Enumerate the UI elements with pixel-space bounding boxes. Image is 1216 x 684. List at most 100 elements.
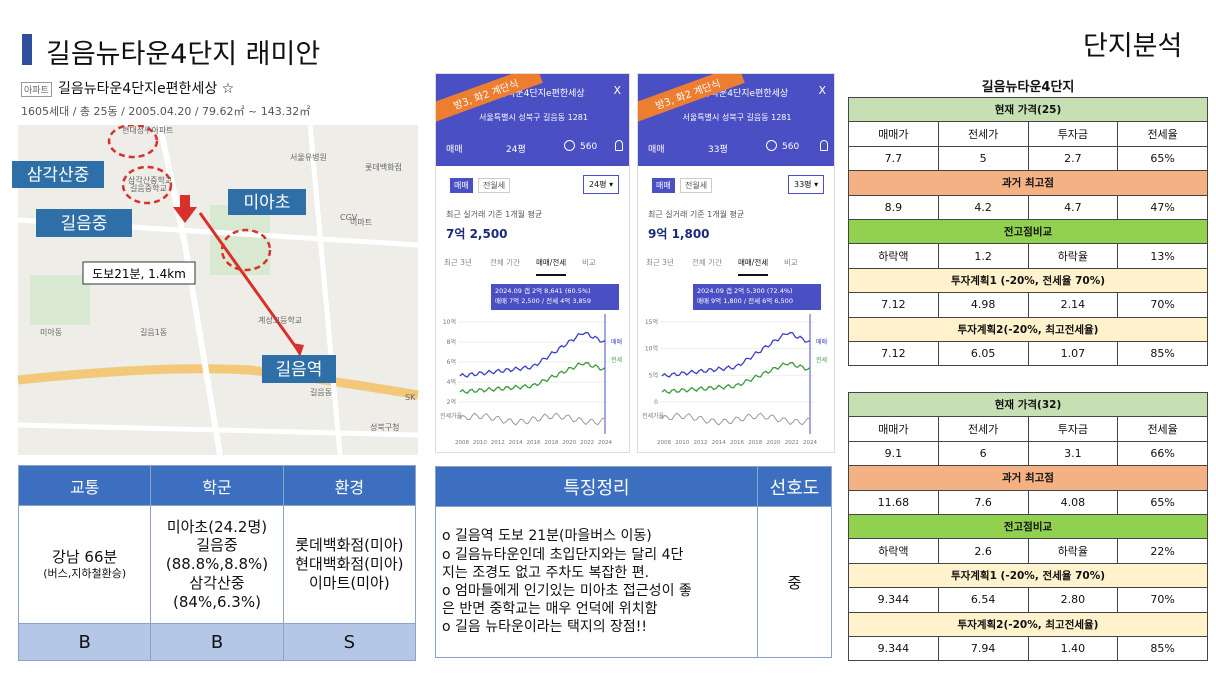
value-cell: 2.7 <box>1027 145 1119 172</box>
table-row: 하락액 1.2 하락율 13% <box>848 243 1208 269</box>
detail-line: 길음중 <box>196 536 238 555</box>
section-cell: 투자계획1 (-20%, 전세율 70%) <box>848 562 1208 589</box>
map-label: 길음1동 <box>140 328 167 337</box>
value-cell: 투자금 <box>1027 121 1119 147</box>
value-cell: 전세가 <box>937 121 1029 147</box>
y-tick-label: 8억 <box>447 338 456 346</box>
period-tab: 최근 3년 <box>444 258 472 267</box>
table-row: 9.1 6 3.1 66% <box>848 440 1208 467</box>
avg-price: 7억 2,500 <box>446 227 508 241</box>
value-cell: 13% <box>1117 243 1208 269</box>
y-tick-label: 6억 <box>447 358 456 366</box>
title-bar <box>22 34 32 65</box>
trend-line <box>661 331 811 378</box>
detail-line: (84%,6.3%) <box>173 592 261 611</box>
feature-line: o 길음 뉴타운이라는 택지의 장점!! <box>442 619 648 636</box>
map-label: 롯데백화점 <box>365 162 402 172</box>
close-button: X <box>613 84 621 97</box>
value-cell: 5 <box>937 145 1029 172</box>
period-tab: 최근 3년 <box>646 258 674 267</box>
value-cell: 47% <box>1117 194 1208 220</box>
legend-label: 매매 <box>816 338 827 346</box>
value-cell: 65% <box>1117 489 1208 515</box>
value-cell: 7.7 <box>848 145 939 172</box>
complex-name: 길음뉴타운4단지e편한세상 <box>482 89 585 99</box>
value-cell: 전세율 <box>1117 416 1208 442</box>
value-cell: 6.05 <box>937 340 1029 367</box>
feature-line: o 길음역 도보 21분(마을버스 이동) <box>442 528 652 545</box>
section-title: 단지분석 <box>1083 31 1183 62</box>
page-title: 길음뉴타운4단지 래미안 <box>46 39 321 70</box>
tooltip: 2024.09 갭 2억 8,641 (60.5%) 매매 7억 2,500 / … <box>491 284 619 310</box>
table-row: 전고점비교 <box>848 218 1208 245</box>
value-cell: 22% <box>1117 538 1208 564</box>
period-tab: 비교 <box>582 258 596 267</box>
trend-line <box>459 362 606 395</box>
listing-info: 1605세대 / 총 25동 / 2005.04.20 / 79.62㎡ ~ 1… <box>21 105 311 118</box>
table-row: 투자계획1 (-20%, 전세율 70%) <box>848 267 1208 294</box>
table-row: 9.344 7.94 1.40 85% <box>848 635 1208 662</box>
period-tab: 매매/전세 <box>738 257 769 276</box>
y-tick-label: 2억 <box>447 398 456 406</box>
location-arrow <box>173 195 197 223</box>
y-tick-label: 4억 <box>447 378 456 386</box>
value-cell: 11.68 <box>848 489 939 515</box>
walk-box <box>82 261 196 285</box>
table-row: 9.344 6.54 2.80 70% <box>848 587 1208 613</box>
feature-line: o 길음뉴타운인데 초입단지와는 달리 4단 <box>442 546 684 563</box>
tooltip-line: 2024.09 갭 2억 8,641 (60.5%) <box>495 287 591 295</box>
table: 특징정리 선호도 o 길음역 도보 21분(마을버스 이동) o 길음뉴타운인데 초입… <box>435 466 832 658</box>
value-cell: 2.6 <box>937 538 1029 564</box>
header-cell: 학군 <box>150 465 284 506</box>
tooltip: 2024.09 갭 2억 5,300 (72.4%) 매매 9억 1,800 / … <box>693 284 821 310</box>
map-label: 길음동 <box>310 388 332 397</box>
bell-icon <box>820 140 828 151</box>
map-label: 삼각산중학교 <box>128 175 172 185</box>
x-tick-label: 2010 <box>473 440 487 446</box>
complex-name: 길음뉴타운4단지e편한세상 <box>685 89 789 99</box>
value-cell: 1.40 <box>1027 635 1119 662</box>
period-tab: 비교 <box>784 258 798 267</box>
value-cell: 70% <box>1117 292 1208 318</box>
value-cell: 2.14 <box>1027 292 1119 318</box>
highlight <box>220 228 272 272</box>
x-tick-label: 2020 <box>767 440 781 446</box>
value-cell: 70% <box>1117 587 1208 613</box>
legend-label: 매매 <box>611 338 622 346</box>
x-tick-label: 2022 <box>580 440 594 446</box>
road <box>307 125 343 455</box>
legend-label: 전세 <box>611 356 622 364</box>
value-cell: 7.12 <box>848 292 939 318</box>
detail-cell: 미아초(24.2명) 길음중 (88.8%,8.8%) 삼각산중 (84%,6.3%) <box>150 505 284 624</box>
deal-tab: 전월세 <box>680 178 713 193</box>
value-cell: 9.1 <box>848 440 939 467</box>
value-cell: 7.6 <box>937 489 1029 515</box>
x-tick-label: 2020 <box>562 440 576 446</box>
x-tick-label: 2014 <box>712 440 726 446</box>
detail-cell: 강남 66분 (버스,지하철환승) <box>17 505 152 624</box>
header-cell: 선호도 <box>757 466 832 507</box>
detail-cell: 롯데백화점(미아) 현대백화점(미아) 이마트(미아) <box>282 505 417 624</box>
ratio-label: 전세가율 <box>642 412 665 420</box>
table-row: 투자계획1 (-20%, 전세율 70%) <box>848 562 1208 589</box>
section-cell: 투자계획2(-20%, 최고전세율) <box>848 316 1208 342</box>
callout-box <box>36 209 132 237</box>
screen-header: 길음뉴타운4단지e편한세상 X 서울특별시 성북구 길음동 1281 매매 24평 560 <box>436 74 629 166</box>
x-tick-label: 2008 <box>455 440 469 446</box>
value-cell: 1.2 <box>937 243 1029 269</box>
map-label: 길음중학교 <box>130 183 167 193</box>
search-icon <box>766 140 777 151</box>
table-row: 7.7 5 2.7 65% <box>848 145 1208 172</box>
avg-price: 9억 1,800 <box>648 227 710 241</box>
value-cell: 하락액 <box>848 243 939 269</box>
walk-label: 도보21분, 1.4km <box>92 267 186 281</box>
listing-screen: 길음뉴타운4단지e편한세상 X 서울특별시 성북구 길음동 1281 매매 24평 560… <box>435 73 630 453</box>
value-cell: 8.9 <box>848 194 939 220</box>
deal-type: 매매 <box>648 145 665 155</box>
feature-line: 은 반면 중학교는 매우 언덕에 위치함 <box>442 601 658 618</box>
period-tab: 전체 기간 <box>692 258 722 267</box>
detail-line: (버스,지하철환승) <box>43 567 127 580</box>
x-tick-label: 2018 <box>748 440 762 446</box>
ratio-line <box>661 412 811 426</box>
